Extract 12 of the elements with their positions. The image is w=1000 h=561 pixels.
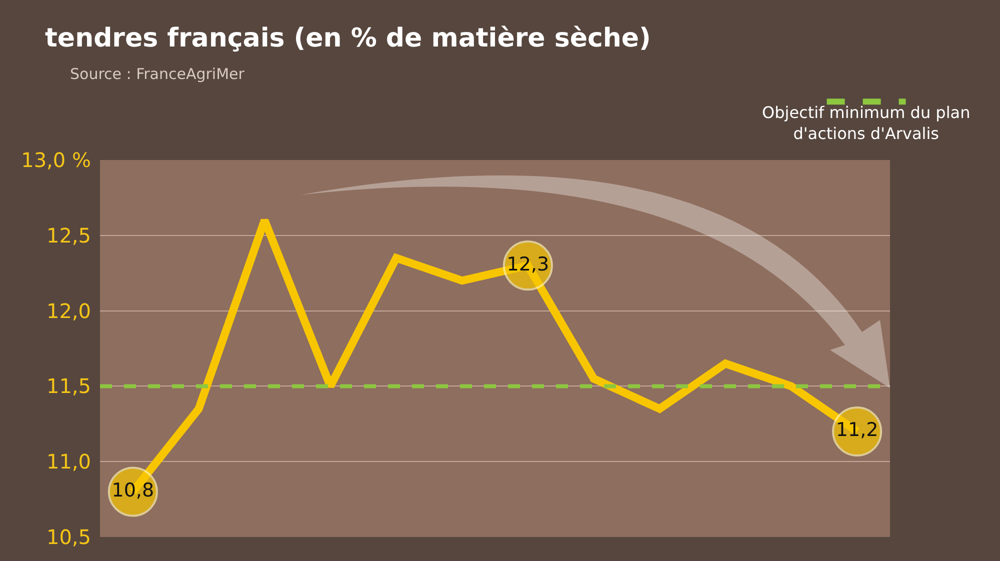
y-tick-label: 10,5 bbox=[46, 525, 91, 549]
y-tick-label: 13,0 % bbox=[21, 148, 91, 172]
source-note: Source : FranceAgriMer bbox=[70, 65, 246, 83]
y-tick-label: 12,5 bbox=[46, 223, 91, 248]
data-label: 12,3 bbox=[506, 253, 550, 276]
y-tick-label: 11,5 bbox=[46, 374, 91, 398]
chart-title: tendres français (en % de matière sèche) bbox=[45, 23, 651, 54]
legend-label: Objectif minimum du plan d'actions d'Arvalis bbox=[762, 103, 970, 143]
y-tick-label: 11,0 bbox=[46, 450, 91, 474]
data-label: 11,2 bbox=[836, 419, 878, 442]
data-label: 10,8 bbox=[112, 480, 154, 502]
y-tick-label: 12,0 bbox=[46, 298, 91, 323]
